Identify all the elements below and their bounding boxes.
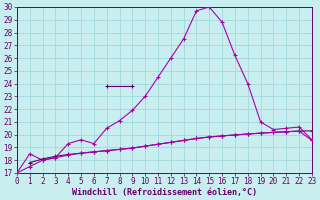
X-axis label: Windchill (Refroidissement éolien,°C): Windchill (Refroidissement éolien,°C)	[72, 188, 257, 197]
